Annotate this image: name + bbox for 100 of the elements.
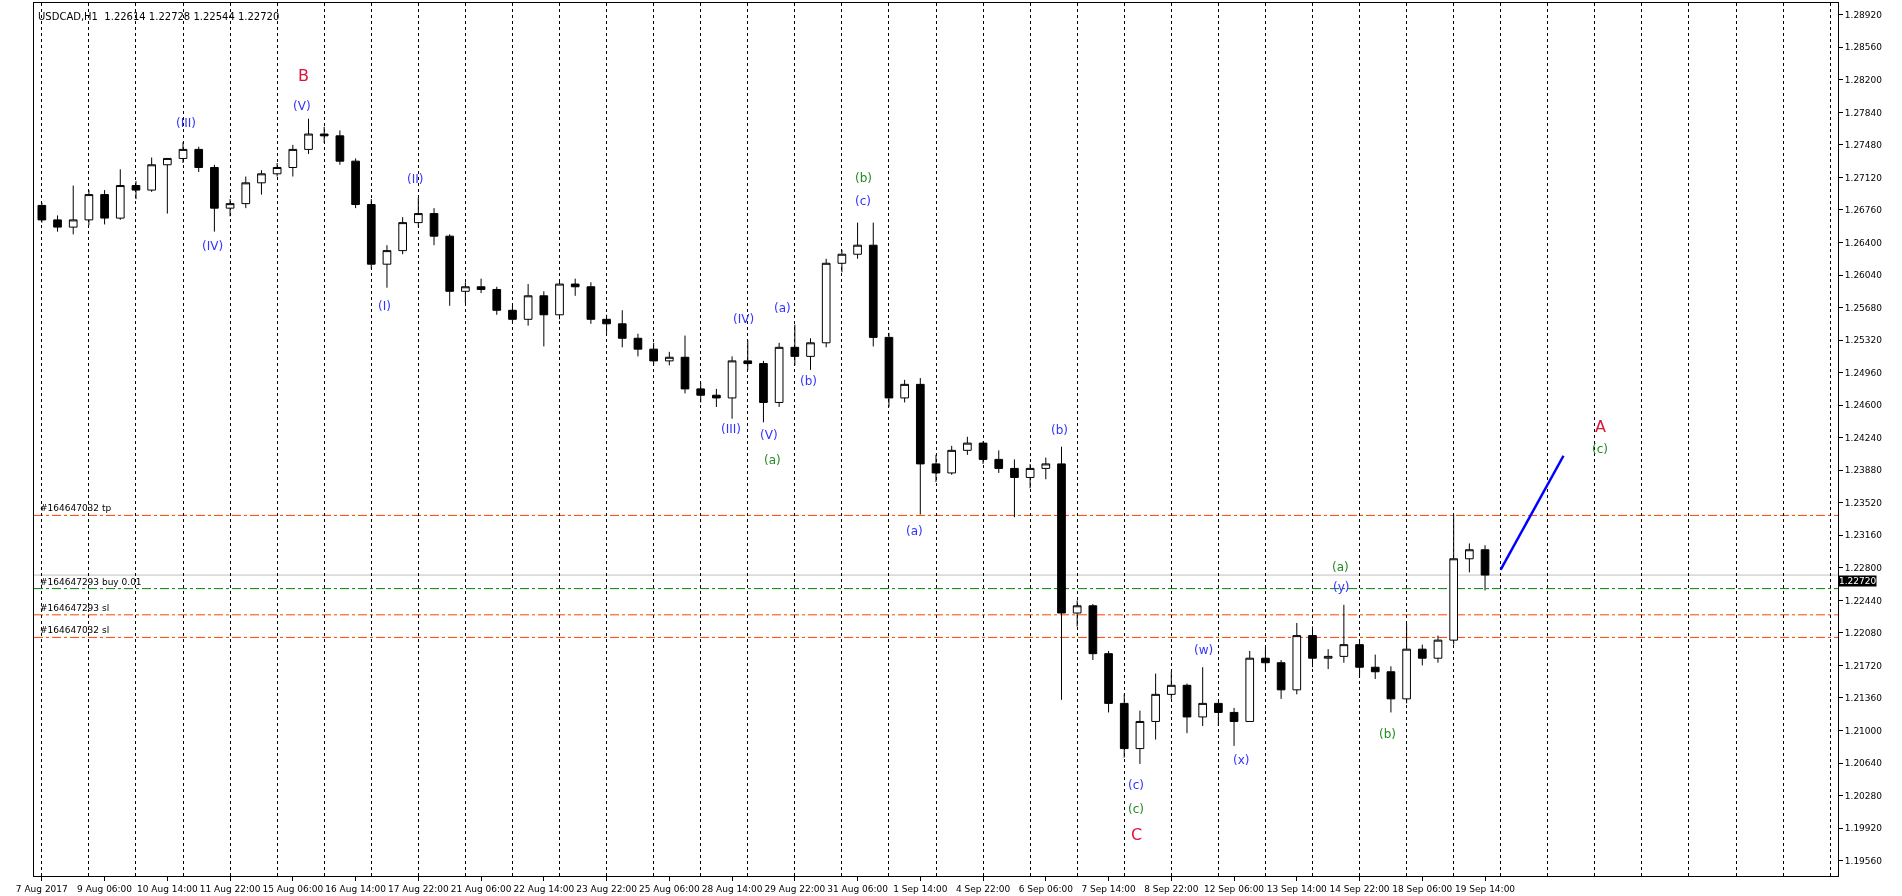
x-tick-label: 7 Aug 2017 (15, 883, 68, 894)
candlestick (1308, 626, 1317, 668)
annotation: (V) (760, 428, 778, 442)
y-tick-label: 1.28920 (1844, 9, 1883, 20)
y-tick-label: 1.28200 (1844, 74, 1883, 85)
annotation: (a) (764, 453, 781, 467)
annotation: (IV) (202, 239, 224, 253)
y-tick-label: 1.22800 (1844, 562, 1883, 573)
x-tick-label: 4 Sep 22:00 (955, 883, 1011, 894)
candlestick (194, 146, 204, 173)
candlestick (147, 157, 156, 193)
candlestick (1433, 635, 1443, 664)
candlestick (351, 157, 360, 209)
text: USDCAD,H1 1.22614 1.22728 1.22544 1.22720 (38, 11, 280, 23)
candlestick (163, 157, 172, 215)
y-tick-label: 1.23520 (1844, 497, 1883, 508)
y-tick-label: 1.23160 (1844, 530, 1883, 541)
candlestick (617, 309, 627, 348)
candlestick (1245, 650, 1255, 722)
annotation: C (1131, 825, 1143, 844)
y-tick-label: 1.27840 (1844, 107, 1883, 118)
candlestick (1323, 648, 1333, 670)
candlestick (539, 290, 549, 347)
candlestick (727, 355, 737, 420)
x-tick-label: 7 Sep 14:00 (1081, 883, 1136, 894)
x-tick-label: 13 Sep 14:00 (1266, 883, 1328, 894)
annotation: (IV) (733, 312, 755, 326)
annotation: (a) (1332, 560, 1349, 574)
candlestick (1292, 622, 1302, 695)
candlestick (570, 278, 580, 297)
y-tick-label: 1.26400 (1844, 237, 1883, 248)
candlestick (915, 377, 925, 516)
candlestick (476, 278, 486, 294)
x-tick-label: 6 Sep 06:00 (1018, 883, 1074, 894)
annotation: (c) (1592, 442, 1608, 456)
x-tick-label: 15 Aug 06:00 (262, 883, 324, 894)
x-tick-label: 11 Aug 22:00 (199, 883, 261, 894)
x-tick-label: 25 Aug 06:00 (638, 883, 700, 894)
y-tick-label: 1.22080 (1844, 628, 1883, 639)
candlestick (821, 258, 831, 348)
candlestick (100, 189, 109, 225)
candlestick (288, 144, 298, 178)
annotation: (a) (906, 524, 923, 538)
x-tick-label: 1 Sep 14:00 (893, 883, 948, 894)
candlestick (774, 342, 784, 408)
x-tick-label: 12 Sep 06:00 (1204, 883, 1265, 894)
annotation: (x) (1233, 753, 1250, 767)
x-tick-label: 29 Aug 22:00 (764, 883, 826, 894)
candlestick (241, 176, 251, 209)
candlestick (382, 244, 392, 289)
x-tick-label: 19 Sep 14:00 (1455, 883, 1516, 894)
candlestick (1010, 458, 1019, 518)
candlestick (492, 286, 502, 316)
annotation: (b) (1051, 423, 1068, 437)
x-tick-label: 28 Aug 14:00 (701, 883, 763, 894)
annotation: (b) (855, 171, 872, 185)
y-tick-label: 1.19920 (1844, 823, 1883, 834)
candlestick (1370, 654, 1380, 680)
x-tick-label: 14 Sep 22:00 (1329, 883, 1390, 894)
annotation: (c) (1128, 778, 1144, 792)
candlestick (210, 164, 219, 233)
x-tick-label: 10 Aug 14:00 (137, 883, 198, 894)
candlestick (868, 222, 878, 347)
x-tick-label: 16 Aug 14:00 (325, 883, 387, 894)
candlestick (1417, 644, 1427, 666)
candlestick (586, 281, 596, 325)
x-tick-label: 31 Aug 06:00 (827, 883, 889, 894)
candlestick (759, 360, 768, 423)
y-tick-label: 1.25680 (1844, 302, 1883, 313)
x-tick-label: 23 Aug 22:00 (576, 883, 638, 894)
candlestick (712, 388, 721, 408)
y-tick-label: 1.20640 (1844, 758, 1883, 769)
y-tick-label: 1.27120 (1844, 172, 1883, 183)
ref-line-label: 1.22720 (1839, 576, 1877, 586)
candlestick (664, 351, 674, 366)
candlestick (1151, 673, 1160, 741)
y-tick-label: 1.21720 (1844, 660, 1883, 671)
x-tick-label: 22 Aug 14:00 (513, 883, 575, 894)
annotation: (b) (1379, 727, 1396, 741)
candlestick (1465, 542, 1474, 573)
candlestick (1198, 666, 1208, 727)
candlestick (806, 337, 815, 371)
y-tick-label: 1.22440 (1844, 595, 1883, 606)
annotation: B (298, 66, 309, 85)
y-tick-label: 1.24600 (1844, 400, 1883, 411)
annotation: (c) (855, 194, 871, 208)
candlestick (53, 214, 62, 233)
y-tick-label: 1.19560 (1844, 855, 1883, 866)
candlestick (257, 169, 266, 196)
ref-line-label: #164647032 sl (40, 625, 110, 635)
y-tick-label: 1.26760 (1844, 205, 1883, 216)
candlestick (1276, 659, 1286, 700)
candlestick (429, 207, 439, 246)
candlestick (1135, 710, 1145, 765)
candlestick (1480, 544, 1490, 591)
candlestick (947, 445, 957, 476)
candlestick (1229, 707, 1239, 747)
x-tick-label: 21 Aug 06:00 (450, 883, 512, 894)
candlestick (523, 283, 533, 327)
ref-line-label: #164647032 tp (40, 503, 112, 513)
